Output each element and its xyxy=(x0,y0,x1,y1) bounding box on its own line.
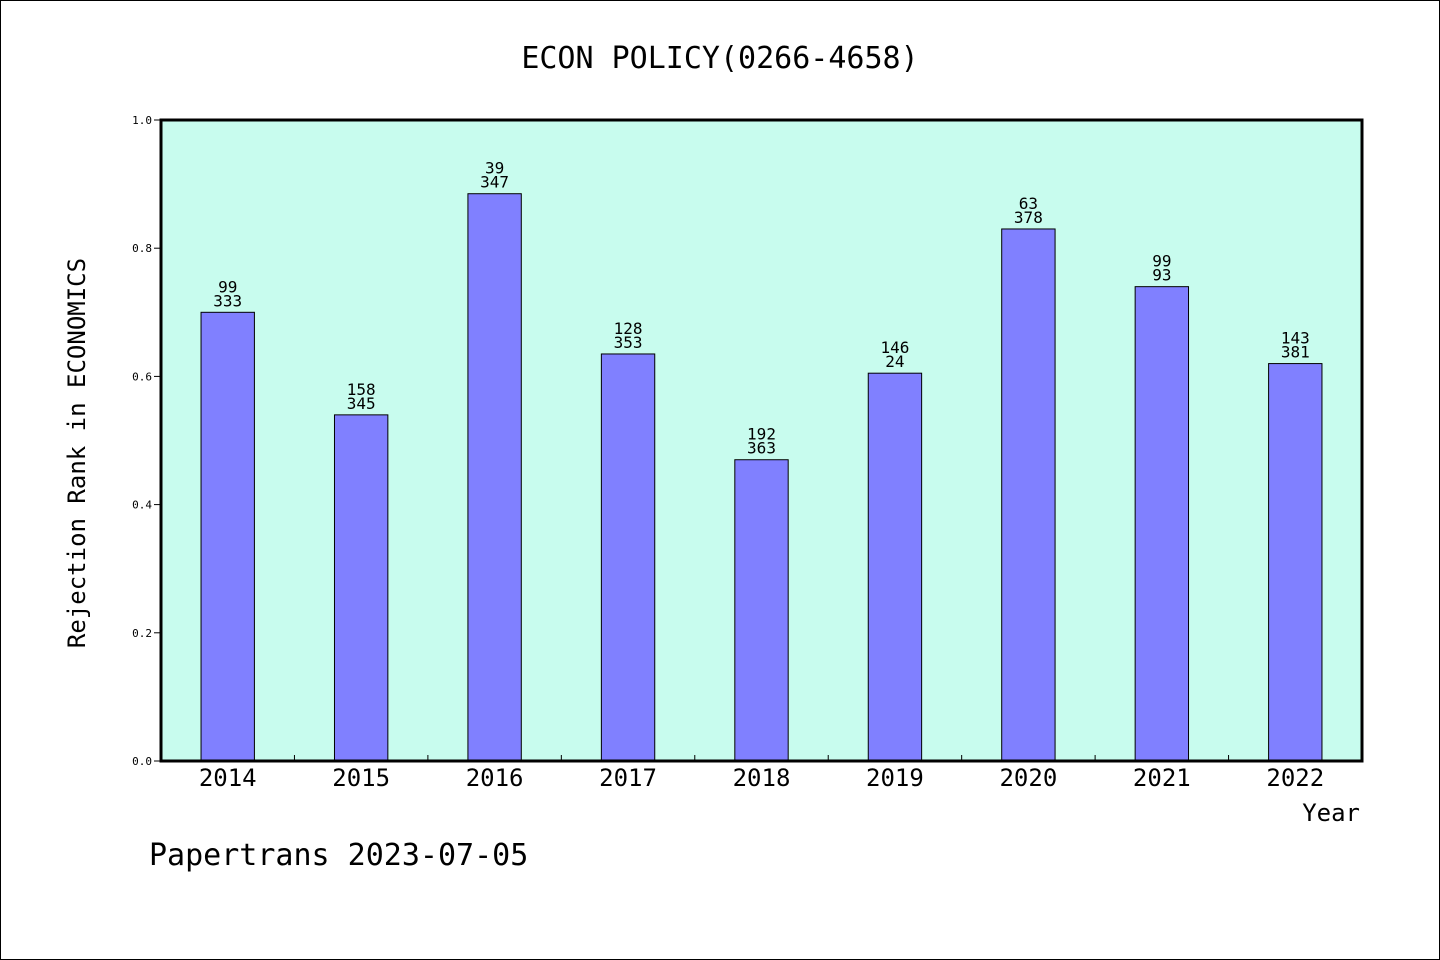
x-tick-label-2022: 2022 xyxy=(1266,764,1324,792)
y-tick-label-0.0: 0.0 xyxy=(132,755,152,768)
y-tick-label-0.6: 0.6 xyxy=(132,370,152,383)
x-axis-label: Year xyxy=(1302,799,1360,827)
y-tick-label-1.0: 1.0 xyxy=(132,114,152,127)
bar-2017 xyxy=(600,353,656,762)
bar-2020 xyxy=(1001,228,1056,762)
bar-labels-group: 9933315834539347128353192363146246337899… xyxy=(213,159,1309,458)
bar-label-2020-line-1: 63 xyxy=(1019,194,1038,213)
plot-frame xyxy=(159,118,1364,763)
bar-label-2015-line-1: 158 xyxy=(347,380,376,399)
bar-label-2014-line-2: 333 xyxy=(213,291,242,310)
y-tick-label-0.4: 0.4 xyxy=(132,499,152,512)
x-tick-label-2015: 2015 xyxy=(332,764,390,792)
bar-label-2017-line-2: 353 xyxy=(614,333,643,352)
x-tick-label-2020: 2020 xyxy=(999,764,1057,792)
bar-2021 xyxy=(1134,286,1190,762)
x-tick-label-2018: 2018 xyxy=(733,764,791,792)
bar-2014 xyxy=(200,311,255,762)
x-tick-label-2014: 2014 xyxy=(199,764,257,792)
y-axis: 0.0 0.2 0.4 0.6 0.8 1.0 xyxy=(132,114,161,768)
chart-title: ECON POLICY(0266-4658) xyxy=(521,41,918,76)
bar-label-2022-line-2: 381 xyxy=(1281,343,1310,362)
bar-2022 xyxy=(1268,363,1323,762)
bar-2015 xyxy=(333,414,389,762)
bar-label-2019-line-2: 24 xyxy=(885,352,904,371)
bar-label-2022-line-1: 143 xyxy=(1281,329,1310,348)
x-tick-label-2019: 2019 xyxy=(866,764,924,792)
bar-label-2019-line-1: 146 xyxy=(880,338,909,357)
bar-label-2017-line-1: 128 xyxy=(614,319,643,338)
bar-2018 xyxy=(734,459,789,762)
bar-label-2021-line-1: 99 xyxy=(1152,252,1171,271)
x-tick-label-2017: 2017 xyxy=(599,764,657,792)
x-tick-label-2021: 2021 xyxy=(1133,764,1191,792)
x-axis: 2014 2015 2016 2017 2018 2019 2020 2021 2022 xyxy=(199,755,1324,792)
footer-text: Papertrans 2023-07-05 xyxy=(149,838,528,873)
bar-label-2014-line-1: 99 xyxy=(218,277,237,296)
bar-label-2020-line-2: 378 xyxy=(1014,208,1043,227)
bar-label-2018-line-2: 363 xyxy=(747,439,776,458)
bar-label-2015-line-2: 345 xyxy=(347,394,376,413)
y-axis-label: Rejection Rank in ECONOMICS xyxy=(63,258,91,648)
bar-label-2018-line-1: 192 xyxy=(747,425,776,444)
bars-group xyxy=(200,193,1323,762)
bar-label-2016-line-2: 347 xyxy=(480,173,509,192)
bar-label-2021-line-2: 93 xyxy=(1152,266,1171,285)
y-tick-label-0.8: 0.8 xyxy=(132,242,152,255)
y-tick-label-0.2: 0.2 xyxy=(132,627,152,640)
bar-2019 xyxy=(867,372,923,762)
bar-2016 xyxy=(467,193,522,762)
x-tick-label-2016: 2016 xyxy=(466,764,524,792)
bar-label-2016-line-1: 39 xyxy=(485,159,504,178)
